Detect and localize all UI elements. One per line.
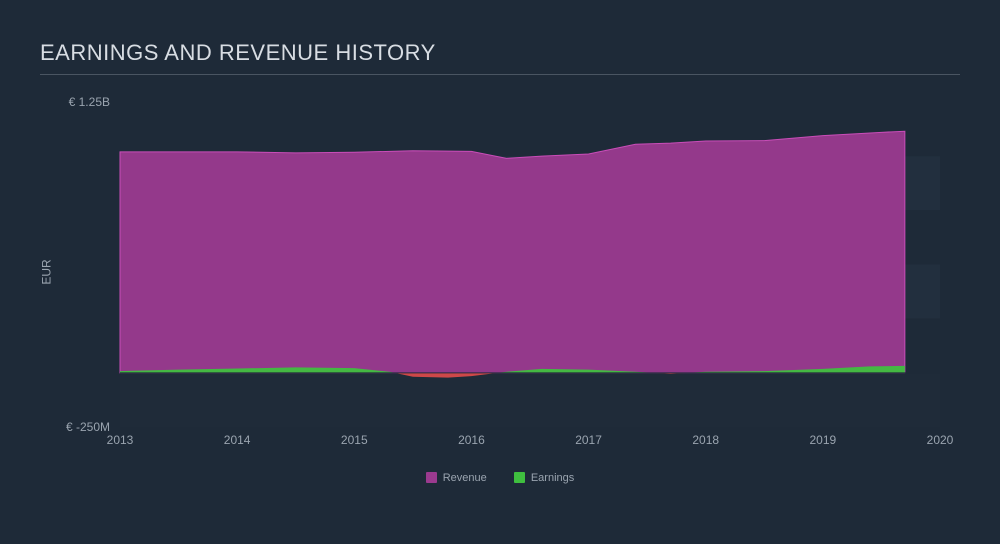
chart-container: EARNINGS AND REVENUE HISTORY EUR € 1.25B… — [0, 0, 1000, 544]
x-tick-label: 2016 — [451, 433, 491, 447]
y-tick-label: € 1.25B — [55, 95, 110, 109]
legend-swatch-revenue — [426, 472, 437, 483]
x-tick-label: 2013 — [100, 433, 140, 447]
y-tick-label: € -250M — [55, 420, 110, 434]
legend: Revenue Earnings — [0, 472, 1000, 487]
x-tick-label: 2015 — [334, 433, 374, 447]
area-chart-svg — [60, 102, 960, 452]
chart-title: EARNINGS AND REVENUE HISTORY — [40, 40, 960, 75]
x-tick-label: 2019 — [803, 433, 843, 447]
legend-item-earnings: Earnings — [514, 472, 574, 484]
legend-label-revenue: Revenue — [443, 472, 487, 484]
x-tick-label: 2017 — [569, 433, 609, 447]
x-tick-label: 2018 — [686, 433, 726, 447]
legend-item-revenue: Revenue — [426, 472, 487, 484]
plot-region — [60, 102, 960, 452]
y-axis-label: EUR — [40, 259, 54, 284]
legend-swatch-earnings — [514, 472, 525, 483]
legend-label-earnings: Earnings — [531, 472, 574, 484]
x-tick-label: 2014 — [217, 433, 257, 447]
x-tick-label: 2020 — [920, 433, 960, 447]
